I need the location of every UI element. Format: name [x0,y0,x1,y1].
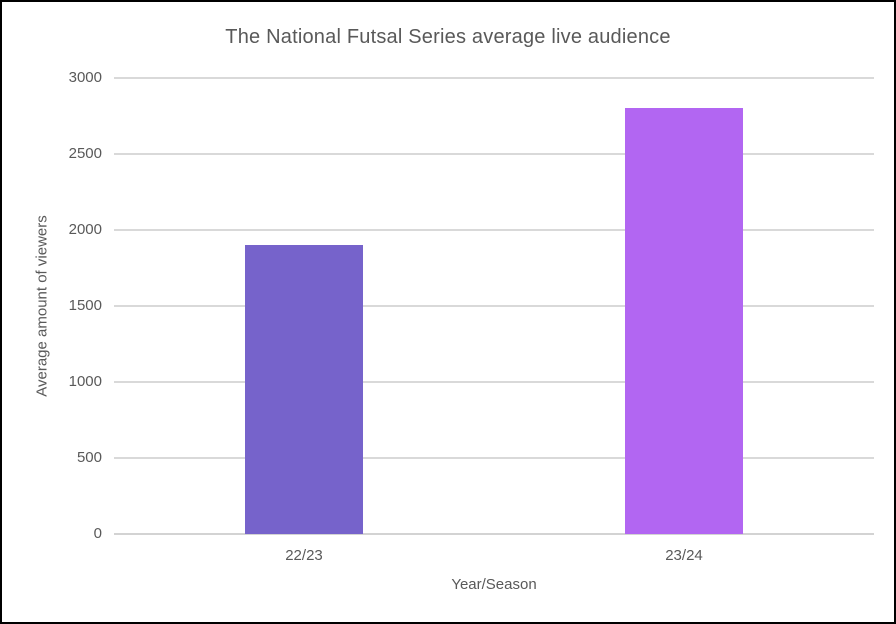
gridline [114,77,874,79]
x-tick-label: 23/24 [665,547,703,564]
y-tick-label: 1000 [68,373,102,390]
gridline [114,229,874,231]
y-tick-label: 2000 [68,221,102,238]
y-tick-label: 0 [93,525,102,542]
y-tick-label: 1500 [68,297,102,314]
x-axis-title: Year/Season [451,576,537,593]
bar-22-23 [245,245,363,534]
x-axis-line [114,533,874,535]
gridline [114,381,874,383]
y-tick-label: 500 [76,449,102,466]
y-tick-label: 3000 [68,69,102,86]
gridline [114,305,874,307]
y-tick-label: 2500 [68,145,102,162]
gridline [114,153,874,155]
x-tick-label: 22/23 [285,547,323,564]
bar-23-24 [625,108,743,534]
gridline [114,457,874,459]
plot-area: 0 500 1000 1500 2000 2500 3000 22/23 23/24 [69,69,874,564]
chart-title: The National Futsal Series average live … [225,26,671,48]
